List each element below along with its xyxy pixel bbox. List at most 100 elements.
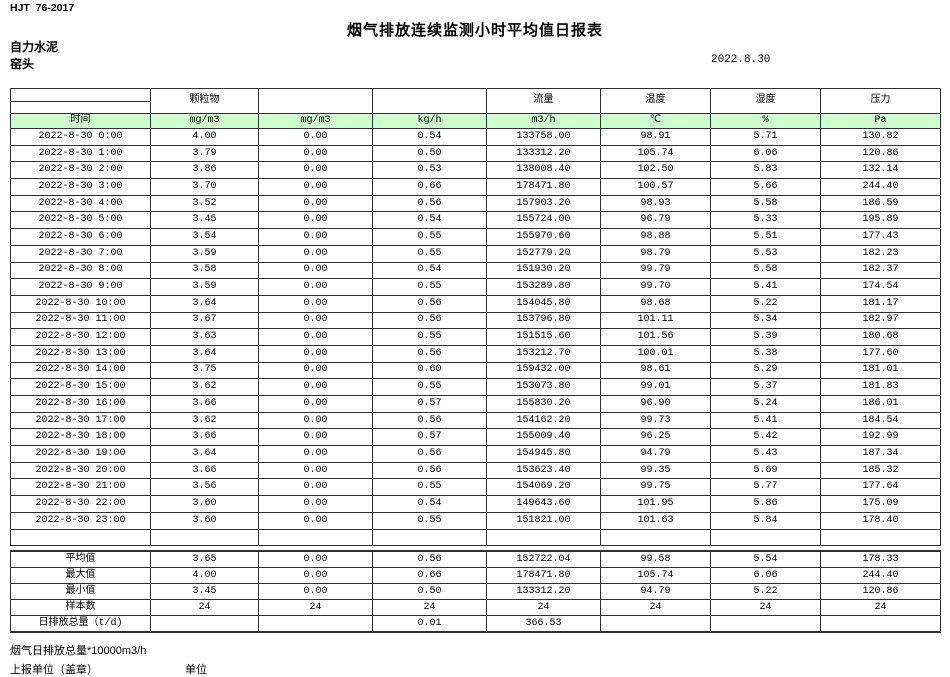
- hourly-row-value-cell: 3.66: [150, 395, 259, 413]
- hourly-row-value-cell: 5.83: [710, 161, 821, 180]
- hourly-row-value-cell: 0.54: [372, 261, 487, 280]
- summary-row-value-cell: 152722.04: [486, 550, 601, 569]
- empty-cell: [150, 528, 259, 547]
- summary-row-value-cell: [600, 615, 711, 633]
- hourly-row-label-cell: 2022-8-30 12:00: [10, 328, 151, 346]
- hourly-row-value-cell: 3.63: [150, 328, 259, 346]
- hourly-row-value-cell: 5.38: [710, 344, 821, 363]
- summary-row-value-cell: 105.74: [600, 567, 711, 585]
- hourly-row-label-cell: 2022-8-30 8:00: [10, 261, 151, 280]
- summary-row-value-cell: 178471.80: [486, 567, 601, 585]
- hourly-row-value-cell: 151515.60: [486, 328, 601, 346]
- hourly-row-value-cell: 133312.20: [486, 144, 601, 163]
- hourly-row-value-cell: 3.59: [150, 244, 259, 263]
- hourly-row-value-cell: 0.00: [258, 128, 373, 146]
- hourly-row: 2022-8-30 18:00 3.66 0.00 0.57 155009.40 96.2…: [10, 428, 941, 447]
- summary-row-value-cell: 4.00: [150, 567, 259, 585]
- hourly-row-value-cell: 5.29: [710, 361, 821, 380]
- monitor-point-label: 窑头: [10, 57, 35, 71]
- hourly-row-value-cell: 0.55: [372, 244, 487, 263]
- hourly-row-value-cell: 0.56: [372, 411, 487, 430]
- hourly-row-value-cell: 3.75: [150, 361, 259, 380]
- hourly-row-value-cell: 101.56: [600, 328, 711, 346]
- empty-cell: [10, 528, 151, 547]
- hourly-row-value-cell: 151821.00: [486, 511, 601, 530]
- summary-row: 最大值 4.00 0.00 0.66 178471.80 105.74 6.06 244.40: [10, 567, 941, 585]
- report-tables: 颗粒物 流量 温度 湿度 压力 时间 mg/m3 mg/m3 kg/h m3/h…: [10, 88, 941, 677]
- hourly-row-value-cell: 0.57: [372, 428, 487, 447]
- hourly-row-value-cell: 178.40: [820, 511, 941, 530]
- hourly-row-value-cell: 0.53: [372, 161, 487, 180]
- summary-row-value-cell: 24: [150, 599, 259, 617]
- hourly-row-value-cell: 157903.20: [486, 194, 601, 213]
- hourly-row-value-cell: 0.00: [258, 261, 373, 280]
- hourly-row-value-cell: 3.67: [150, 311, 259, 330]
- hourly-row-value-cell: 98.68: [600, 294, 711, 313]
- hourly-row-value-cell: 0.56: [372, 344, 487, 363]
- unit-cell-celsius: ℃: [600, 113, 711, 129]
- hourly-row-value-cell: 120.86: [820, 144, 941, 163]
- hourly-row-value-cell: 96.90: [600, 395, 711, 413]
- hourly-row-label-cell: 2022-8-30 0:00: [10, 128, 151, 146]
- hourly-row-value-cell: 0.00: [258, 361, 373, 380]
- hourly-row-value-cell: 0.56: [372, 294, 487, 313]
- report-unit-label: 上报单位（盖章）: [10, 664, 98, 677]
- hourly-row-value-cell: 5.77: [710, 478, 821, 497]
- hourly-row-value-cell: 0.55: [372, 228, 487, 246]
- hourly-row-value-cell: 185.32: [820, 461, 941, 480]
- hourly-row: 2022-8-30 3:00 3.70 0.00 0.66 178471.80 100.5…: [10, 178, 941, 196]
- hourly-row-label-cell: 2022-8-30 3:00: [10, 178, 151, 196]
- hourly-row-label-cell: 2022-8-30 10:00: [10, 294, 151, 313]
- empty-cell: [258, 528, 373, 547]
- hourly-row-value-cell: 0.55: [372, 278, 487, 296]
- hourly-row-value-cell: 0.00: [258, 211, 373, 230]
- hourly-row-value-cell: 181.17: [820, 294, 941, 313]
- empty-spacer-row: [10, 528, 941, 547]
- hourly-row-label-cell: 2022-8-30 16:00: [10, 395, 151, 413]
- hourly-row-value-cell: 151930.20: [486, 261, 601, 280]
- summary-row-value-cell: 0.66: [372, 567, 487, 585]
- hourly-row-value-cell: 99.70: [600, 278, 711, 296]
- unit-label: 单位: [185, 664, 207, 677]
- company-name: 自力水泥: [10, 40, 59, 54]
- hourly-row-value-cell: 174.54: [820, 278, 941, 296]
- summary-row-value-cell: 0.56: [372, 550, 487, 569]
- hourly-row-value-cell: 133758.00: [486, 128, 601, 146]
- header-cell-pressure: 压力: [820, 88, 941, 114]
- hourly-row-value-cell: 0.56: [372, 194, 487, 213]
- hourly-row: 2022-8-30 15:00 3.62 0.00 0.55 153073.80 99.0…: [10, 378, 941, 396]
- summary-row-value-cell: 24: [820, 599, 941, 617]
- hourly-row-value-cell: 244.40: [820, 178, 941, 196]
- hourly-row-value-cell: 0.00: [258, 161, 373, 180]
- hourly-row: 2022-8-30 10:00 3.64 0.00 0.56 154045.80 98.6…: [10, 294, 941, 313]
- hourly-row-value-cell: 98.91: [600, 128, 711, 146]
- summary-row-value-cell: 366.53: [486, 615, 601, 633]
- hourly-row-label-cell: 2022-8-30 4:00: [10, 194, 151, 213]
- hourly-data-table: 颗粒物 流量 温度 湿度 压力 时间 mg/m3 mg/m3 kg/h m3/h…: [10, 88, 941, 547]
- hourly-row-value-cell: 132.14: [820, 161, 941, 180]
- hourly-row-value-cell: 155009.40: [486, 428, 601, 447]
- summary-row-value-cell: 24: [710, 599, 821, 617]
- hourly-row-value-cell: 153623.40: [486, 461, 601, 480]
- hourly-row-value-cell: 192.99: [820, 428, 941, 447]
- hourly-row-value-cell: 178471.80: [486, 178, 601, 196]
- hourly-row-value-cell: 3.86: [150, 161, 259, 180]
- hourly-row-value-cell: 153289.80: [486, 278, 601, 296]
- hourly-row-value-cell: 0.00: [258, 378, 373, 396]
- hourly-row-value-cell: 5.71: [710, 128, 821, 146]
- hourly-row-value-cell: 0.56: [372, 311, 487, 330]
- hourly-row: 2022-8-30 12:00 3.63 0.00 0.55 151515.60 101.…: [10, 328, 941, 346]
- hourly-row-value-cell: 155970.60: [486, 228, 601, 246]
- hourly-row-value-cell: 100.01: [600, 344, 711, 363]
- hourly-row-value-cell: 0.00: [258, 344, 373, 363]
- summary-row-value-cell: 244.40: [820, 567, 941, 585]
- summary-row-value-cell: [820, 615, 941, 633]
- unit-cell-percent: %: [710, 113, 821, 129]
- group-header-row: 颗粒物 流量 温度 湿度 压力: [10, 88, 941, 114]
- hourly-row-value-cell: 0.00: [258, 244, 373, 263]
- hourly-row-value-cell: 177.64: [820, 478, 941, 497]
- unit-cell-mgm3-2: mg/m3: [258, 113, 373, 129]
- hourly-row: 2022-8-30 19:00 3.64 0.00 0.56 154945.80 94.7…: [10, 445, 941, 463]
- hourly-row-value-cell: 96.79: [600, 211, 711, 230]
- hourly-row-value-cell: 3.64: [150, 294, 259, 313]
